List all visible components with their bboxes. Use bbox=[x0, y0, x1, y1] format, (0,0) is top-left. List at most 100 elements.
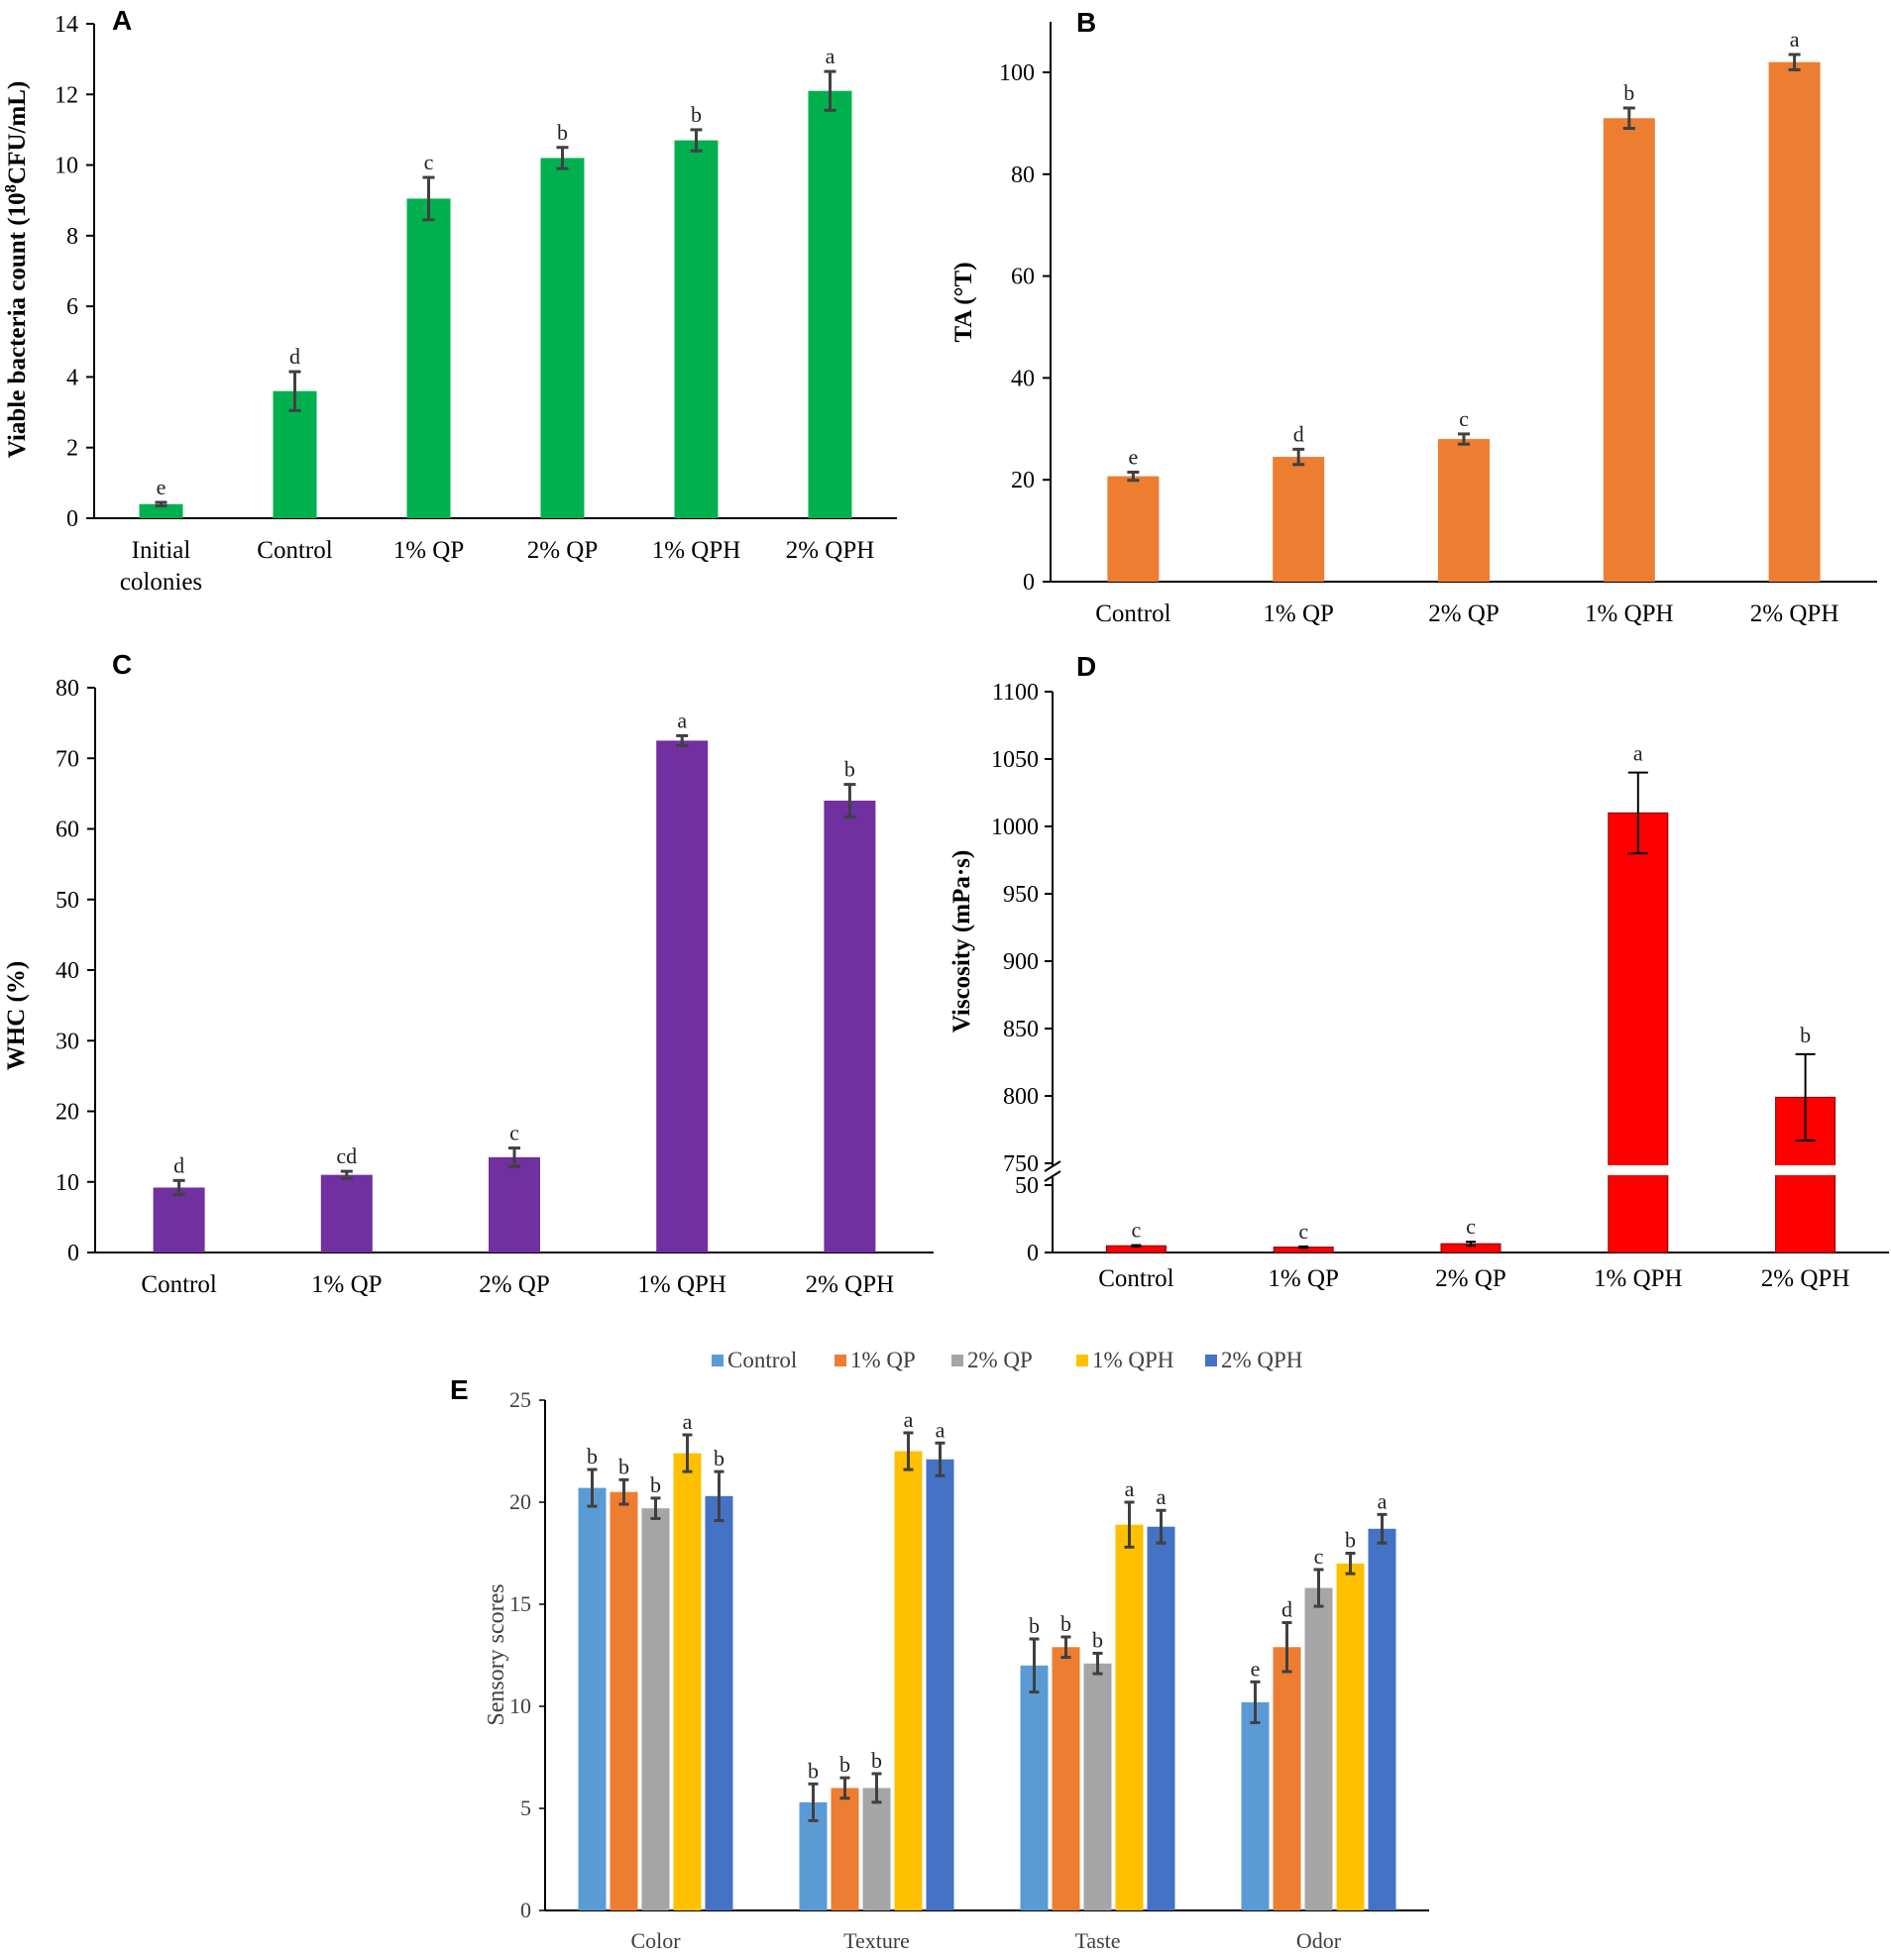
significance-label: b bbox=[808, 1758, 819, 1783]
x-category-label: Control bbox=[1098, 1265, 1173, 1292]
significance-label: a bbox=[1157, 1484, 1167, 1509]
bar bbox=[1368, 1528, 1396, 1910]
significance-label: e bbox=[1129, 444, 1139, 469]
bar bbox=[1052, 1647, 1080, 1910]
legend-label: 1% QPH bbox=[1092, 1348, 1173, 1372]
legend-label: 1% QP bbox=[850, 1348, 916, 1372]
bar bbox=[1083, 1663, 1112, 1910]
x-category-label: 1% QPH bbox=[1594, 1265, 1683, 1292]
significance-label: b bbox=[1060, 1611, 1071, 1636]
x-category-label: 1% QP bbox=[393, 537, 465, 564]
error-bar bbox=[1298, 1245, 1309, 1250]
significance-label: b bbox=[1029, 1613, 1040, 1638]
x-category-label: Control bbox=[1095, 600, 1170, 627]
bar bbox=[578, 1487, 607, 1910]
panel-letter-c: C bbox=[112, 649, 132, 680]
significance-label: a bbox=[904, 1407, 914, 1432]
bar bbox=[673, 1453, 702, 1910]
panel-b-chart: B 0 20 40 60 80 100 e Control d 1% QP c 2% QP b 1% QPH… bbox=[950, 7, 1877, 627]
x-category-label: Color bbox=[630, 1928, 681, 1953]
x-category-label: Odor bbox=[1296, 1928, 1342, 1953]
error-bar bbox=[1458, 432, 1470, 446]
significance-label: a bbox=[1125, 1476, 1135, 1501]
y-tick-label: 950 bbox=[1003, 882, 1039, 908]
significance-label: b bbox=[587, 1444, 598, 1469]
y-tick-label: 40 bbox=[1011, 366, 1035, 391]
error-bar bbox=[172, 1178, 185, 1197]
y-tick-label: 850 bbox=[1003, 1017, 1039, 1042]
legend-item: 2% QPH bbox=[1205, 1348, 1302, 1372]
y-tick-label: 1100 bbox=[992, 680, 1039, 706]
bar bbox=[1304, 1587, 1333, 1910]
error-bar bbox=[871, 1772, 882, 1804]
error-bar bbox=[1292, 447, 1305, 467]
error-bar bbox=[1795, 1052, 1816, 1142]
significance-label: b bbox=[1623, 80, 1634, 105]
bar bbox=[139, 503, 183, 518]
significance-label: cd bbox=[336, 1143, 357, 1168]
error-bar bbox=[1377, 1512, 1388, 1545]
significance-label: e bbox=[1251, 1656, 1261, 1681]
significance-label: d bbox=[289, 344, 300, 369]
panel-a-chart: A 0 2 4 6 8 10 12 14 e Initial colonies d Control c 1% … bbox=[1, 5, 897, 596]
bar-break-gap bbox=[1606, 1165, 1670, 1175]
bar bbox=[824, 801, 876, 1252]
bar bbox=[153, 1187, 205, 1252]
x-category-label: 2% QPH bbox=[806, 1271, 895, 1298]
x-category-label: 1% QP bbox=[1268, 1265, 1339, 1292]
x-category-label: 2% QPH bbox=[786, 537, 875, 564]
legend-swatch bbox=[834, 1355, 846, 1366]
x-category-label: colonies bbox=[120, 569, 202, 596]
y-tick-label: 5 bbox=[520, 1796, 531, 1820]
y-tick-label: 0 bbox=[1023, 570, 1035, 596]
error-bar bbox=[508, 1146, 520, 1168]
bar bbox=[1608, 812, 1669, 1253]
significance-label: a bbox=[1633, 741, 1643, 766]
y-tick-label: 0 bbox=[520, 1898, 531, 1922]
significance-label: b bbox=[557, 120, 568, 145]
x-category-label: 2% QP bbox=[1435, 1265, 1506, 1292]
significance-label: a bbox=[936, 1417, 946, 1442]
error-bar bbox=[682, 1433, 693, 1473]
bar bbox=[320, 1174, 373, 1252]
y-axis-title: WHC (%) bbox=[3, 961, 30, 1070]
y-axis-title: Viable bacteria count (108CFU/mL) bbox=[1, 81, 31, 458]
error-bar bbox=[1092, 1651, 1103, 1676]
error-bar bbox=[587, 1468, 598, 1508]
y-tick-label: 20 bbox=[56, 1100, 79, 1126]
significance-label: d bbox=[1293, 421, 1304, 446]
axis-break-mark bbox=[1044, 1170, 1061, 1182]
y-tick-label: 10 bbox=[509, 1693, 531, 1718]
y-tick-label: 80 bbox=[1011, 163, 1035, 188]
y-tick-label: 50 bbox=[1015, 1173, 1039, 1199]
y-tick-label: 60 bbox=[1011, 265, 1035, 290]
error-bar bbox=[556, 146, 569, 170]
significance-label: b bbox=[871, 1748, 882, 1773]
error-bar bbox=[155, 500, 167, 508]
bar bbox=[1438, 439, 1490, 582]
panel-letter-a: A bbox=[112, 5, 132, 36]
significance-label: b bbox=[839, 1752, 850, 1777]
y-tick-label: 0 bbox=[1027, 1241, 1039, 1266]
bar bbox=[1336, 1563, 1365, 1910]
bar bbox=[641, 1508, 670, 1910]
panel-c-chart: C 0 10 20 30 40 50 60 70 80 d Control cd 1% QP c 2% QP a… bbox=[3, 649, 934, 1298]
x-category-label: Taste bbox=[1074, 1928, 1120, 1953]
error-bar bbox=[935, 1441, 946, 1477]
error-bar bbox=[1060, 1635, 1071, 1660]
error-bar bbox=[676, 733, 689, 747]
error-bar bbox=[422, 175, 435, 222]
y-tick-label: 20 bbox=[509, 1489, 531, 1514]
bar bbox=[705, 1495, 733, 1910]
y-tick-label: 15 bbox=[509, 1591, 531, 1616]
bar bbox=[1020, 1665, 1049, 1910]
error-bar bbox=[1124, 1500, 1135, 1549]
error-bar bbox=[288, 370, 301, 412]
x-category-label: Control bbox=[257, 537, 332, 564]
significance-label: a bbox=[1790, 27, 1800, 52]
bar bbox=[406, 198, 451, 519]
x-category-label: 1% QPH bbox=[1585, 600, 1674, 627]
y-tick-label: 10 bbox=[55, 154, 78, 179]
x-category-label: 2% QP bbox=[1428, 600, 1500, 627]
